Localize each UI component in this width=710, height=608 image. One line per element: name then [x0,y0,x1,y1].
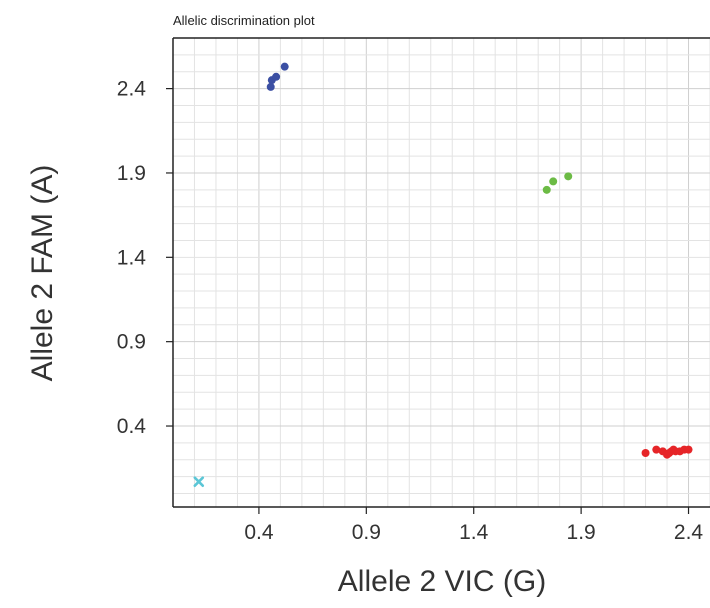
x-tick-label: 0.9 [352,521,381,544]
data-point [542,185,551,194]
y-tick-label: 2.4 [117,78,147,101]
data-point [266,82,275,91]
grid-lines [172,37,710,507]
y-tick-label: 0.4 [117,415,147,438]
data-points [193,62,693,487]
data-point [280,62,289,71]
x-tick-label: 1.9 [567,521,596,544]
chart-title: Allelic discrimination plot [173,13,315,28]
tick-labels: 0.4 0.9 1.4 1.9 2.4 0.4 0.9 1.4 1.9 2.4 [117,78,704,544]
x-tick-label: 1.4 [459,521,489,544]
data-point [272,72,281,81]
y-tick-label: 1.9 [117,162,146,185]
y-tick-label: 1.4 [117,246,147,269]
data-point [641,449,650,458]
data-point [684,445,693,454]
data-point [564,172,573,181]
axes [166,37,710,514]
data-point [549,177,558,186]
data-point [652,445,661,454]
y-tick-label: 0.9 [117,331,146,354]
data-point-x-marker [193,476,205,487]
x-tick-label: 0.4 [244,521,274,544]
y-axis-title: Allele 2 FAM (A) [26,165,59,382]
x-tick-label: 2.4 [674,521,704,544]
x-axis-title: Allele 2 VIC (G) [338,565,546,598]
